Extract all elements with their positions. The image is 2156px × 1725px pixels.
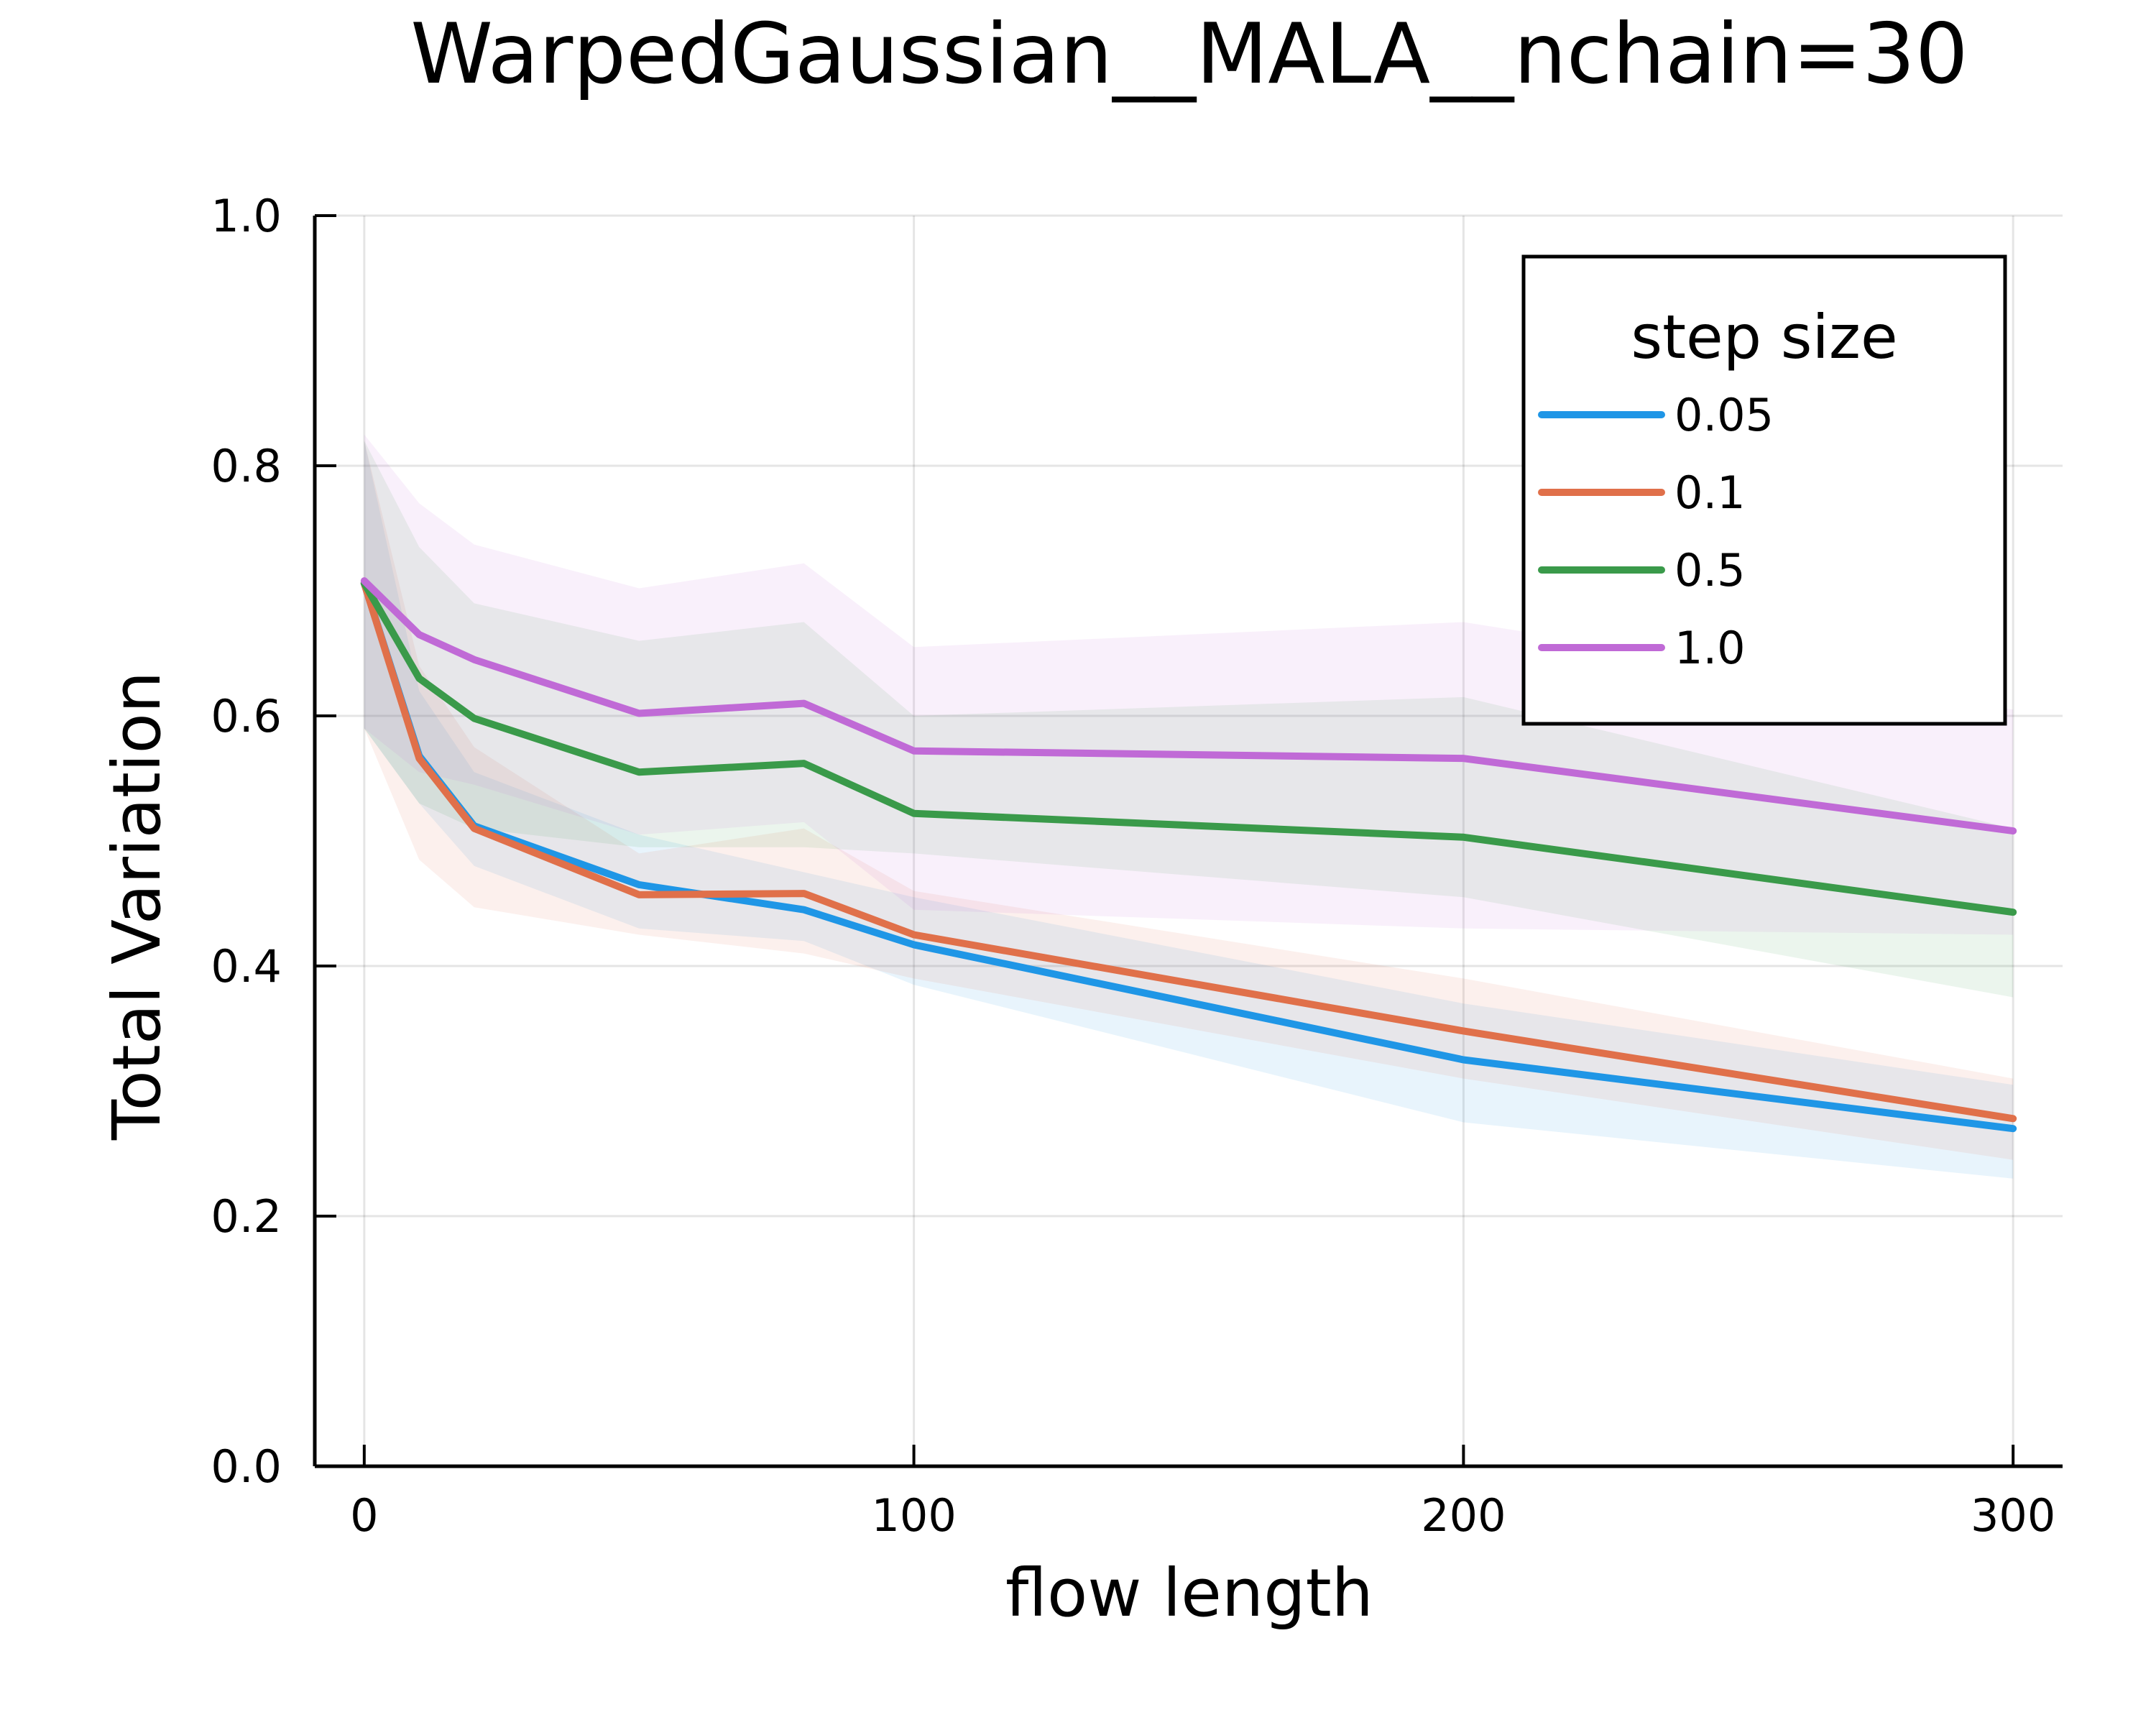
y-tick-label: 0.2 <box>211 1190 282 1243</box>
y-tick-label: 0.8 <box>211 440 282 492</box>
chart-title: WarpedGaussian__MALA__nchain=30 <box>410 6 1968 103</box>
axes <box>313 214 2063 1468</box>
series-lines <box>360 577 2017 1133</box>
x-tick-label: 300 <box>1971 1489 2055 1542</box>
series-line-0.5 <box>360 579 2017 916</box>
legend-label: 0.05 <box>1674 389 1774 441</box>
series-band-0.1 <box>364 441 2014 1160</box>
y-axis-title: Total Variation <box>98 671 175 1141</box>
legend-title: step size <box>1631 302 1897 372</box>
legend-label: 0.5 <box>1674 544 1746 597</box>
y-tick-label: 0.4 <box>211 940 282 993</box>
y-tick-label: 0.0 <box>211 1440 282 1493</box>
legend: step size 0.05 0.1 0.5 1.0 <box>1521 254 2007 726</box>
legend-label: 0.1 <box>1674 466 1746 519</box>
x-axis-title: flow length <box>1005 1555 1373 1632</box>
x-tick-label: 200 <box>1421 1489 1506 1542</box>
series-band-1.0 <box>364 434 2014 935</box>
tick-labels: 0 100 200 300 0.0 0.2 0.4 0.6 0.8 1.0 <box>211 190 2055 1542</box>
series-line-1.0 <box>360 577 2017 835</box>
series-line-0.1 <box>360 579 2017 1123</box>
x-tick-label: 0 <box>350 1489 378 1542</box>
y-tick-label: 1.0 <box>211 190 282 242</box>
legend-label: 1.0 <box>1674 622 1746 674</box>
legend-items: 0.05 0.1 0.5 1.0 <box>1538 389 1774 674</box>
x-tick-label: 100 <box>871 1489 956 1542</box>
y-tick-label: 0.6 <box>211 690 282 742</box>
